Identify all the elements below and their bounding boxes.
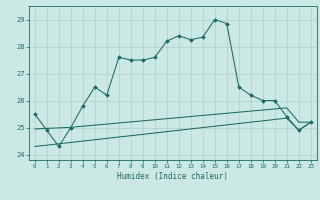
X-axis label: Humidex (Indice chaleur): Humidex (Indice chaleur) <box>117 172 228 181</box>
